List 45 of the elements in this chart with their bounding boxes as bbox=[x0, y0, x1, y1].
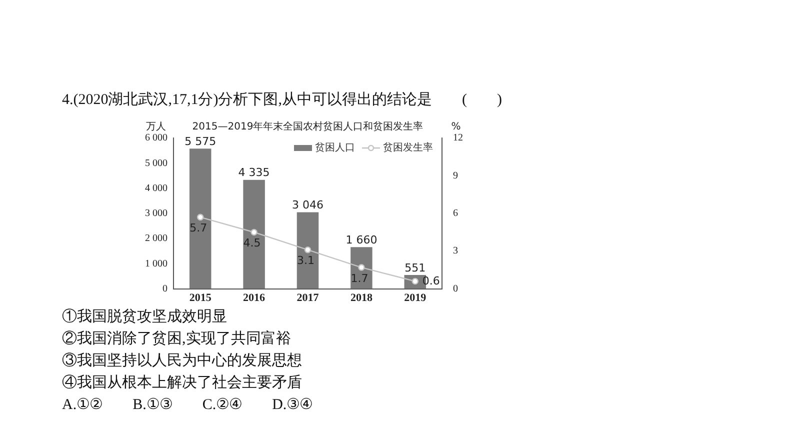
data-label: 3 046 bbox=[292, 198, 324, 212]
chart-title: 2015—2019年年末全国农村贫困人口和贫困发生率 bbox=[192, 120, 424, 133]
x-tick-label: 2015 bbox=[189, 292, 212, 304]
x-tick-label: 2019 bbox=[404, 292, 427, 304]
text: A.①② B.①③ C.②④ D.③④ bbox=[62, 396, 313, 414]
text: ④我国从根本上解决了社会主要矛盾 bbox=[62, 373, 302, 392]
y-tick-label: 3 000 bbox=[145, 208, 168, 220]
data-label: 1 660 bbox=[346, 233, 378, 246]
data-label: 1.7 bbox=[350, 272, 368, 285]
y2-tick-label: 12 bbox=[453, 132, 463, 144]
bar bbox=[189, 148, 212, 289]
bar bbox=[350, 247, 372, 289]
point bbox=[196, 214, 204, 221]
data-label: 551 bbox=[404, 261, 426, 274]
bar bbox=[296, 212, 319, 289]
point bbox=[250, 228, 258, 236]
y-tick-label: 2 000 bbox=[145, 233, 168, 244]
y-tick-label: 4 000 bbox=[145, 182, 168, 194]
data-label: 3.1 bbox=[297, 254, 314, 268]
legend-label: 贫困发生率 bbox=[383, 142, 433, 154]
point bbox=[358, 264, 365, 271]
y-tick-label: 0 bbox=[162, 283, 168, 294]
data-label: 4.5 bbox=[243, 236, 261, 250]
data-label: 5 575 bbox=[184, 135, 216, 148]
text: ①我国脱贫攻坚成效明显 bbox=[62, 308, 227, 326]
point bbox=[304, 246, 312, 254]
y-axis-title: 万人 bbox=[146, 122, 166, 133]
y2-tick-label: 0 bbox=[453, 283, 458, 294]
data-label: 4 335 bbox=[238, 166, 270, 180]
x-tick-label: 2017 bbox=[296, 292, 320, 304]
text: ②我国消除了贫困,实现了共同富裕 bbox=[62, 330, 291, 348]
y-tick-label: 5 000 bbox=[145, 158, 168, 169]
legend-label: 贫困人口 bbox=[315, 142, 355, 154]
data-label: 5.7 bbox=[190, 222, 208, 235]
x-tick-label: 2016 bbox=[243, 292, 266, 304]
y-tick-label: 1 000 bbox=[145, 258, 168, 270]
bar bbox=[243, 180, 265, 289]
x-tick-label: 2018 bbox=[350, 292, 373, 304]
y2-axis-title: % bbox=[451, 122, 461, 133]
y2-tick-label: 9 bbox=[453, 170, 458, 182]
y-tick-label: 6 000 bbox=[145, 132, 168, 144]
text: 4.(2020湖北武汉,17,1分)分析下图,从中可以得出的结论是 ( ) bbox=[62, 90, 502, 109]
y2-tick-label: 6 bbox=[453, 208, 458, 220]
text: ③我国坚持以人民为中心的发展思想 bbox=[62, 351, 302, 370]
y2-tick-label: 3 bbox=[453, 246, 458, 257]
